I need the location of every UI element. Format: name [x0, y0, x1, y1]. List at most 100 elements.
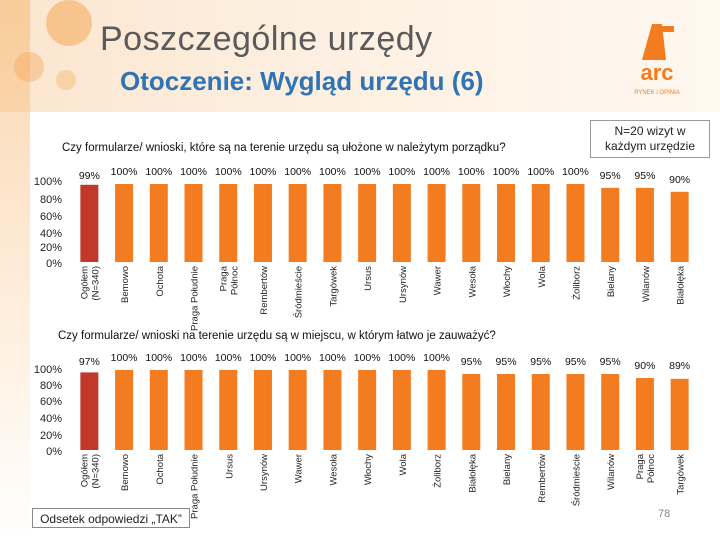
svg-text:(N=340): (N=340): [90, 454, 101, 489]
value-label-0-17: 90%: [669, 174, 690, 186]
value-label-1-4: 100%: [215, 352, 242, 364]
bar-1-1: [115, 370, 134, 450]
value-label-1-7: 100%: [319, 352, 346, 364]
value-label-0-10: 100%: [423, 166, 450, 178]
category-label-0-7: Targówek: [328, 266, 339, 307]
bar-0-5: [253, 184, 272, 262]
logo-tagline: RYNEK i OPINIA: [634, 90, 680, 96]
category-label-1-17: Targówek: [676, 454, 687, 495]
value-label-1-12: 95%: [496, 356, 517, 368]
svg-text:Ogółem: Ogółem: [79, 266, 90, 299]
svg-text:Wola: Wola: [398, 453, 409, 475]
svg-text:Wawer: Wawer: [433, 266, 444, 295]
category-label-0-5: Rembertów: [259, 266, 270, 315]
category-label-0-4: Praga Północ: [218, 265, 240, 295]
bar-0-6: [288, 184, 307, 262]
svg-text:Północ: Północ: [229, 266, 240, 295]
decorative-stripe: [0, 0, 30, 540]
bar-0-12: [497, 184, 516, 262]
decorative-circle: [14, 52, 44, 82]
chart2-title: Czy formularze/ wnioski na terenie urzęd…: [58, 330, 496, 342]
bar-0-16: [635, 187, 654, 262]
bar-1-14: [566, 374, 585, 450]
decorative-circle: [46, 0, 92, 46]
svg-text:Rembertów: Rembertów: [259, 266, 270, 315]
bar-1-5: [253, 370, 272, 450]
svg-text:Ursynów: Ursynów: [398, 266, 409, 303]
bar-1-8: [358, 370, 377, 450]
svg-text:Ogółem: Ogółem: [79, 454, 90, 487]
svg-text:Ursynów: Ursynów: [259, 454, 270, 491]
value-label-1-17: 89%: [669, 360, 690, 372]
bar-1-3: [184, 370, 203, 450]
chart2-y-tick: 20%: [39, 430, 62, 442]
value-label-1-6: 100%: [284, 352, 311, 364]
bar-0-14: [566, 184, 585, 262]
svg-text:Białołęka: Białołęka: [467, 453, 478, 492]
value-label-0-7: 100%: [319, 166, 346, 178]
category-label-1-8: Włochy: [363, 454, 374, 485]
category-label-1-15: Wilanów: [606, 454, 617, 490]
sample-note-line2: każdym urzędzie: [604, 139, 696, 153]
category-label-1-0: Ogółem (N=340): [79, 454, 101, 489]
svg-text:(N=340): (N=340): [90, 266, 101, 301]
value-label-0-4: 100%: [215, 166, 242, 178]
category-label-1-9: Wola: [398, 453, 409, 475]
svg-text:Ursus: Ursus: [363, 266, 374, 291]
value-label-0-6: 100%: [284, 166, 311, 178]
category-label-0-0: Ogółem (N=340): [79, 266, 101, 301]
svg-text:Wola: Wola: [537, 265, 548, 287]
value-label-1-10: 100%: [423, 352, 450, 364]
svg-text:Bielany: Bielany: [606, 266, 617, 297]
bar-1-6: [288, 370, 307, 450]
value-label-0-8: 100%: [354, 166, 381, 178]
category-label-1-10: Żoliborz: [433, 454, 444, 488]
category-label-0-11: Wesoła: [467, 265, 478, 297]
bar-1-2: [149, 370, 168, 450]
value-label-1-9: 100%: [388, 352, 415, 364]
chart1-y-tick: 0%: [46, 258, 62, 270]
bar-0-13: [531, 184, 550, 262]
page-subtitle: Otoczenie: Wygląd urzędu (6): [120, 66, 484, 96]
svg-text:Praga: Praga: [218, 265, 229, 291]
svg-text:Północ: Północ: [646, 454, 657, 483]
category-label-1-6: Wawer: [294, 454, 305, 483]
chart1-y-tick: 20%: [39, 242, 62, 254]
category-label-0-3: Praga Południe: [190, 266, 201, 331]
value-label-0-5: 100%: [250, 166, 277, 178]
category-label-0-12: Włochy: [502, 266, 513, 297]
value-label-0-15: 95%: [600, 170, 621, 182]
chart1-y-tick: 100%: [33, 176, 62, 188]
svg-text:Ochota: Ochota: [155, 453, 166, 484]
category-label-0-17: Białołęka: [676, 265, 687, 304]
svg-text:Rembertów: Rembertów: [537, 454, 548, 503]
value-label-0-0: 99%: [79, 170, 100, 182]
value-label-1-14: 95%: [565, 356, 586, 368]
svg-text:Bemowo: Bemowo: [120, 454, 131, 491]
svg-text:Ochota: Ochota: [155, 265, 166, 296]
svg-text:Praga: Praga: [635, 453, 646, 479]
bar-1-16: [635, 378, 654, 450]
svg-text:Ursus: Ursus: [224, 454, 235, 479]
chart1-y-tick: 40%: [39, 228, 62, 240]
value-label-1-5: 100%: [250, 352, 277, 364]
chart1-plot: 99% Ogółem (N=340) 100% Bemowo 100% Ochota 100%…: [79, 166, 690, 331]
chart2-y-tick: 100%: [33, 364, 62, 376]
svg-text:Śródmieście: Śródmieście: [570, 454, 582, 506]
category-label-1-7: Wesoła: [328, 453, 339, 485]
svg-text:Śródmieście: Śródmieście: [293, 266, 305, 318]
category-label-1-12: Bielany: [502, 454, 513, 485]
bar-0-15: [601, 187, 620, 262]
svg-text:Żoliborz: Żoliborz: [433, 454, 444, 488]
bar-0-10: [427, 184, 446, 262]
bar-0-11: [462, 184, 481, 262]
category-label-1-13: Rembertów: [537, 454, 548, 503]
svg-text:Wilanów: Wilanów: [606, 454, 617, 490]
category-label-0-8: Ursus: [363, 266, 374, 291]
svg-text:Włochy: Włochy: [363, 454, 374, 485]
category-label-0-2: Ochota: [155, 265, 166, 296]
bar-0-9: [392, 184, 411, 262]
svg-text:Targówek: Targówek: [676, 454, 687, 495]
svg-text:Targówek: Targówek: [328, 266, 339, 307]
